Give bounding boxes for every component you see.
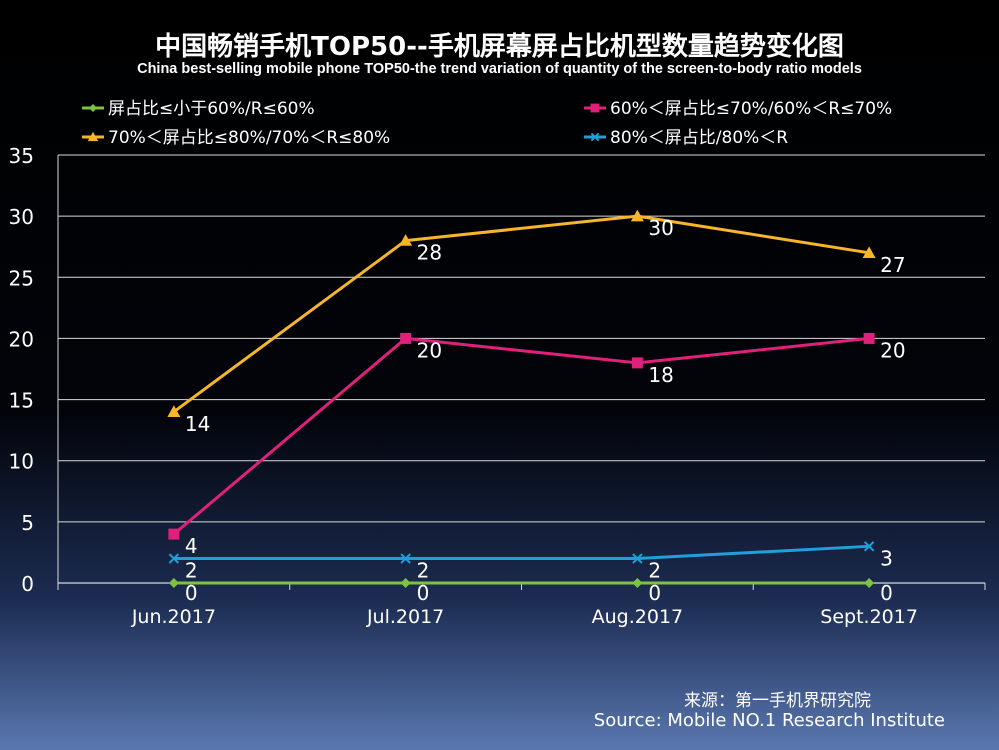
data-label: 18	[648, 363, 673, 387]
data-label: 20	[880, 338, 905, 362]
data-label: 20	[417, 338, 442, 362]
data-label: 0	[185, 581, 198, 605]
series-2-point	[630, 209, 644, 222]
series-3-point	[863, 541, 875, 552]
data-label: 2	[648, 559, 661, 583]
x-tick-label: Jun.2017	[131, 606, 216, 628]
y-tick-label: 20	[9, 327, 34, 351]
y-tick-label: 25	[9, 266, 34, 290]
series-3-point-stroke	[863, 541, 875, 552]
legend-marker-0	[89, 104, 97, 112]
series-0-point	[632, 578, 643, 588]
legend-marker-3-stroke	[590, 132, 600, 142]
data-label: 30	[648, 216, 673, 240]
series-line-1	[172, 336, 870, 536]
y-tick-label: 35	[9, 144, 34, 168]
series-1-point	[863, 332, 875, 344]
legend-label-0: 屏占比≤小于60%/R≤60%	[108, 99, 315, 119]
y-tick-label: 5	[21, 511, 34, 535]
series-3-point	[400, 553, 411, 564]
legend-label-2: 70%＜屏占比≤80%/70%＜R≤80%	[108, 128, 390, 148]
data-label: 0	[648, 581, 661, 605]
data-label: 0	[880, 581, 893, 605]
y-tick-label: 15	[9, 389, 34, 413]
series-2-point	[862, 246, 876, 259]
series-1-point	[168, 528, 180, 540]
series-0-point	[400, 578, 411, 588]
series-2-point	[399, 234, 413, 246]
series-line-3	[173, 544, 870, 561]
series-0-point	[168, 578, 179, 588]
data-label: 4	[185, 534, 198, 558]
data-label: 2	[417, 559, 430, 583]
x-tick-label: Jul.2017	[366, 606, 444, 628]
chart-title: 中国畅销手机TOP50--手机屏幕屏占比机型数量趋势变化图	[155, 32, 844, 62]
y-tick-label: 30	[9, 205, 34, 229]
data-label: 2	[185, 559, 198, 583]
data-label: 27	[880, 253, 905, 277]
data-label: 28	[417, 241, 442, 265]
source-cn: 来源：第一手机界研究院	[684, 691, 871, 711]
legend-marker-3	[590, 132, 600, 142]
series-1-point	[631, 357, 643, 369]
series-1-point	[400, 332, 412, 344]
series-2-point	[167, 405, 181, 417]
source-en: Source: Mobile NO.1 Research Institute	[593, 710, 945, 731]
data-label: 14	[185, 412, 210, 436]
y-tick-label: 0	[21, 572, 34, 596]
x-tick-label: Aug.2017	[592, 606, 684, 628]
series-3-point-stroke	[168, 553, 180, 564]
chart-subtitle: China best-selling mobile phone TOP50-th…	[137, 61, 862, 77]
legend-label-3: 80%＜屏占比/80%＜R	[610, 128, 788, 148]
data-label: 3	[880, 546, 893, 570]
series-3-point	[632, 553, 643, 564]
y-tick-label: 10	[9, 450, 34, 474]
series-3-point-stroke	[632, 553, 643, 564]
legend-marker-1	[590, 103, 600, 113]
legend-label-1: 60%＜屏占比≤70%/60%＜R≤70%	[610, 99, 892, 119]
series-3-point-stroke	[400, 553, 411, 564]
legend-marker-2	[87, 131, 99, 142]
series-3-point	[168, 553, 180, 564]
series-line-2	[172, 214, 870, 414]
series-0-point	[864, 578, 875, 588]
data-label: 0	[417, 581, 430, 605]
x-tick-label: Sept.2017	[820, 606, 918, 628]
